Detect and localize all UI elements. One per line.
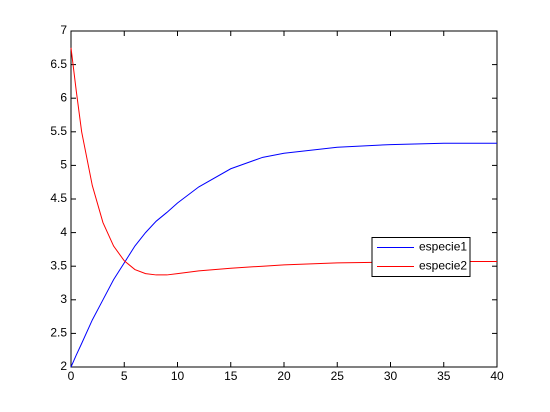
y-tick-label: 5.5: [50, 124, 67, 138]
x-tick-label: 30: [384, 369, 398, 383]
series-line: [70, 47, 497, 276]
y-tick-label: 6.5: [50, 57, 67, 71]
y-tick-label: 3.5: [50, 258, 67, 272]
series-line: [70, 142, 497, 368]
axes-box: [70, 30, 498, 368]
x-tick-label: 20: [277, 369, 291, 383]
x-tick-label: 35: [437, 369, 451, 383]
y-tick-label: 6: [60, 90, 67, 104]
y-tick-label: 7: [60, 23, 67, 37]
y-tick-label: 4: [60, 225, 67, 239]
legend: especie1 especie2: [371, 237, 471, 277]
y-tick-label: 2.5: [50, 326, 67, 340]
x-tick-label: 15: [224, 369, 238, 383]
x-tick-label: 10: [171, 369, 185, 383]
x-tick-label: 25: [331, 369, 345, 383]
y-tick-label: 2: [60, 359, 67, 373]
y-tick-label: 5: [60, 158, 67, 172]
legend-box: [371, 237, 471, 277]
x-tick-label: 0: [68, 369, 75, 383]
y-tick-label: 3: [60, 292, 67, 306]
legend-label: especie1: [419, 240, 467, 254]
legend-label: especie2: [419, 259, 467, 273]
y-tick-label: 4.5: [50, 191, 67, 205]
x-tick-label: 5: [121, 369, 128, 383]
x-tick-label: 40: [490, 369, 504, 383]
